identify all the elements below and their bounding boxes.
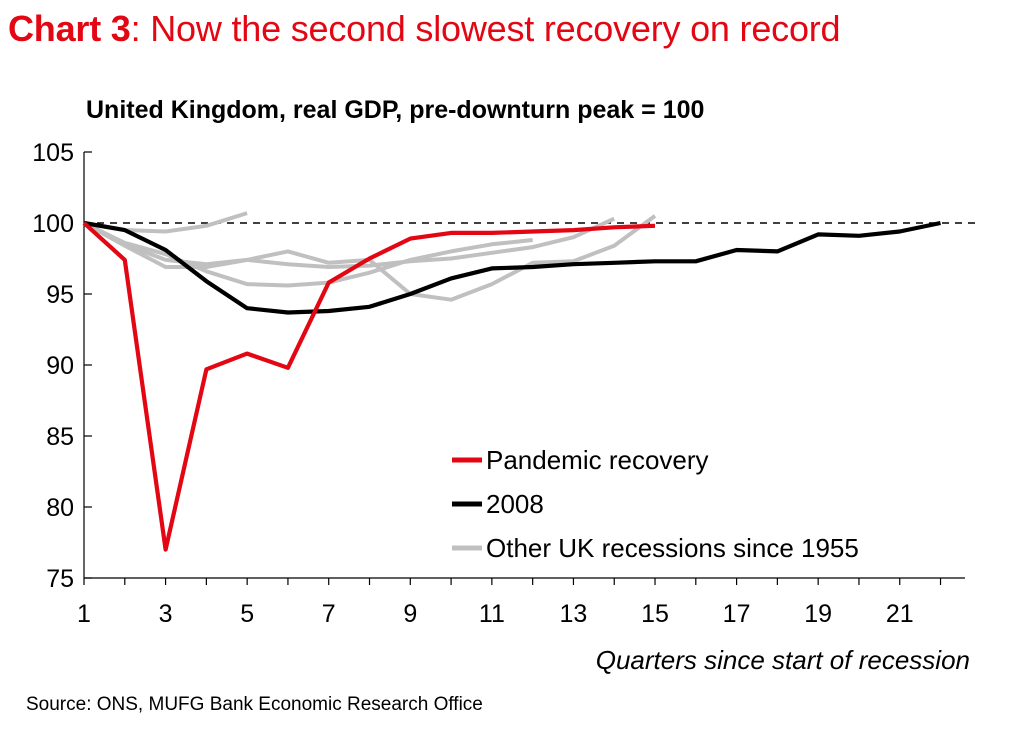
- x-tick-label: 13: [560, 600, 588, 628]
- legend: Pandemic recovery 2008 Other UK recessions…: [452, 445, 859, 563]
- x-tick-label: 19: [804, 600, 832, 628]
- x-tick-label: 11: [479, 600, 505, 628]
- series-line-2008-4: [83, 220, 941, 315]
- source-note: Source: ONS, MUFG Bank Economic Research…: [26, 694, 483, 715]
- chart-title: United Kingdom, real GDP, pre-downturn p…: [86, 96, 705, 124]
- x-tick-label: 15: [641, 600, 669, 628]
- legend-label: Other UK recessions since 1955: [486, 533, 859, 563]
- y-tick-label: 80: [46, 494, 74, 522]
- legend-label: Pandemic recovery: [486, 445, 709, 475]
- x-tick-label: 21: [886, 600, 914, 628]
- chart-number: Chart 3: [8, 8, 131, 49]
- x-tick-label: 17: [723, 600, 751, 628]
- chart-headline: : Now the second slowest recovery on rec…: [130, 8, 841, 49]
- y-tick-label: 95: [46, 281, 74, 309]
- y-tick-label: 85: [46, 423, 74, 451]
- legend-label: 2008: [486, 489, 544, 519]
- chart-header: Chart 3: Now the second slowest recovery…: [8, 8, 841, 50]
- series-line-pandemic-recovery-5: [82, 221, 656, 552]
- y-tick-label: 90: [46, 352, 74, 380]
- series-line-other-uk-recessions-since-1955-1: [83, 216, 616, 269]
- x-axis-label: Quarters since start of recession: [595, 645, 970, 675]
- x-tick-label: 3: [159, 600, 173, 628]
- y-tick-label: 105: [32, 139, 74, 167]
- series-line-other-uk-recessions-since-1955-2: [83, 221, 533, 288]
- x-tick-label: 7: [322, 600, 336, 628]
- x-tick-label: 5: [240, 600, 254, 628]
- y-tick-label: 75: [46, 565, 74, 593]
- x-tick-label: 9: [403, 600, 417, 628]
- series-group: [82, 211, 941, 552]
- y-tick-label: 100: [32, 210, 74, 238]
- x-tick-label: 1: [77, 600, 91, 628]
